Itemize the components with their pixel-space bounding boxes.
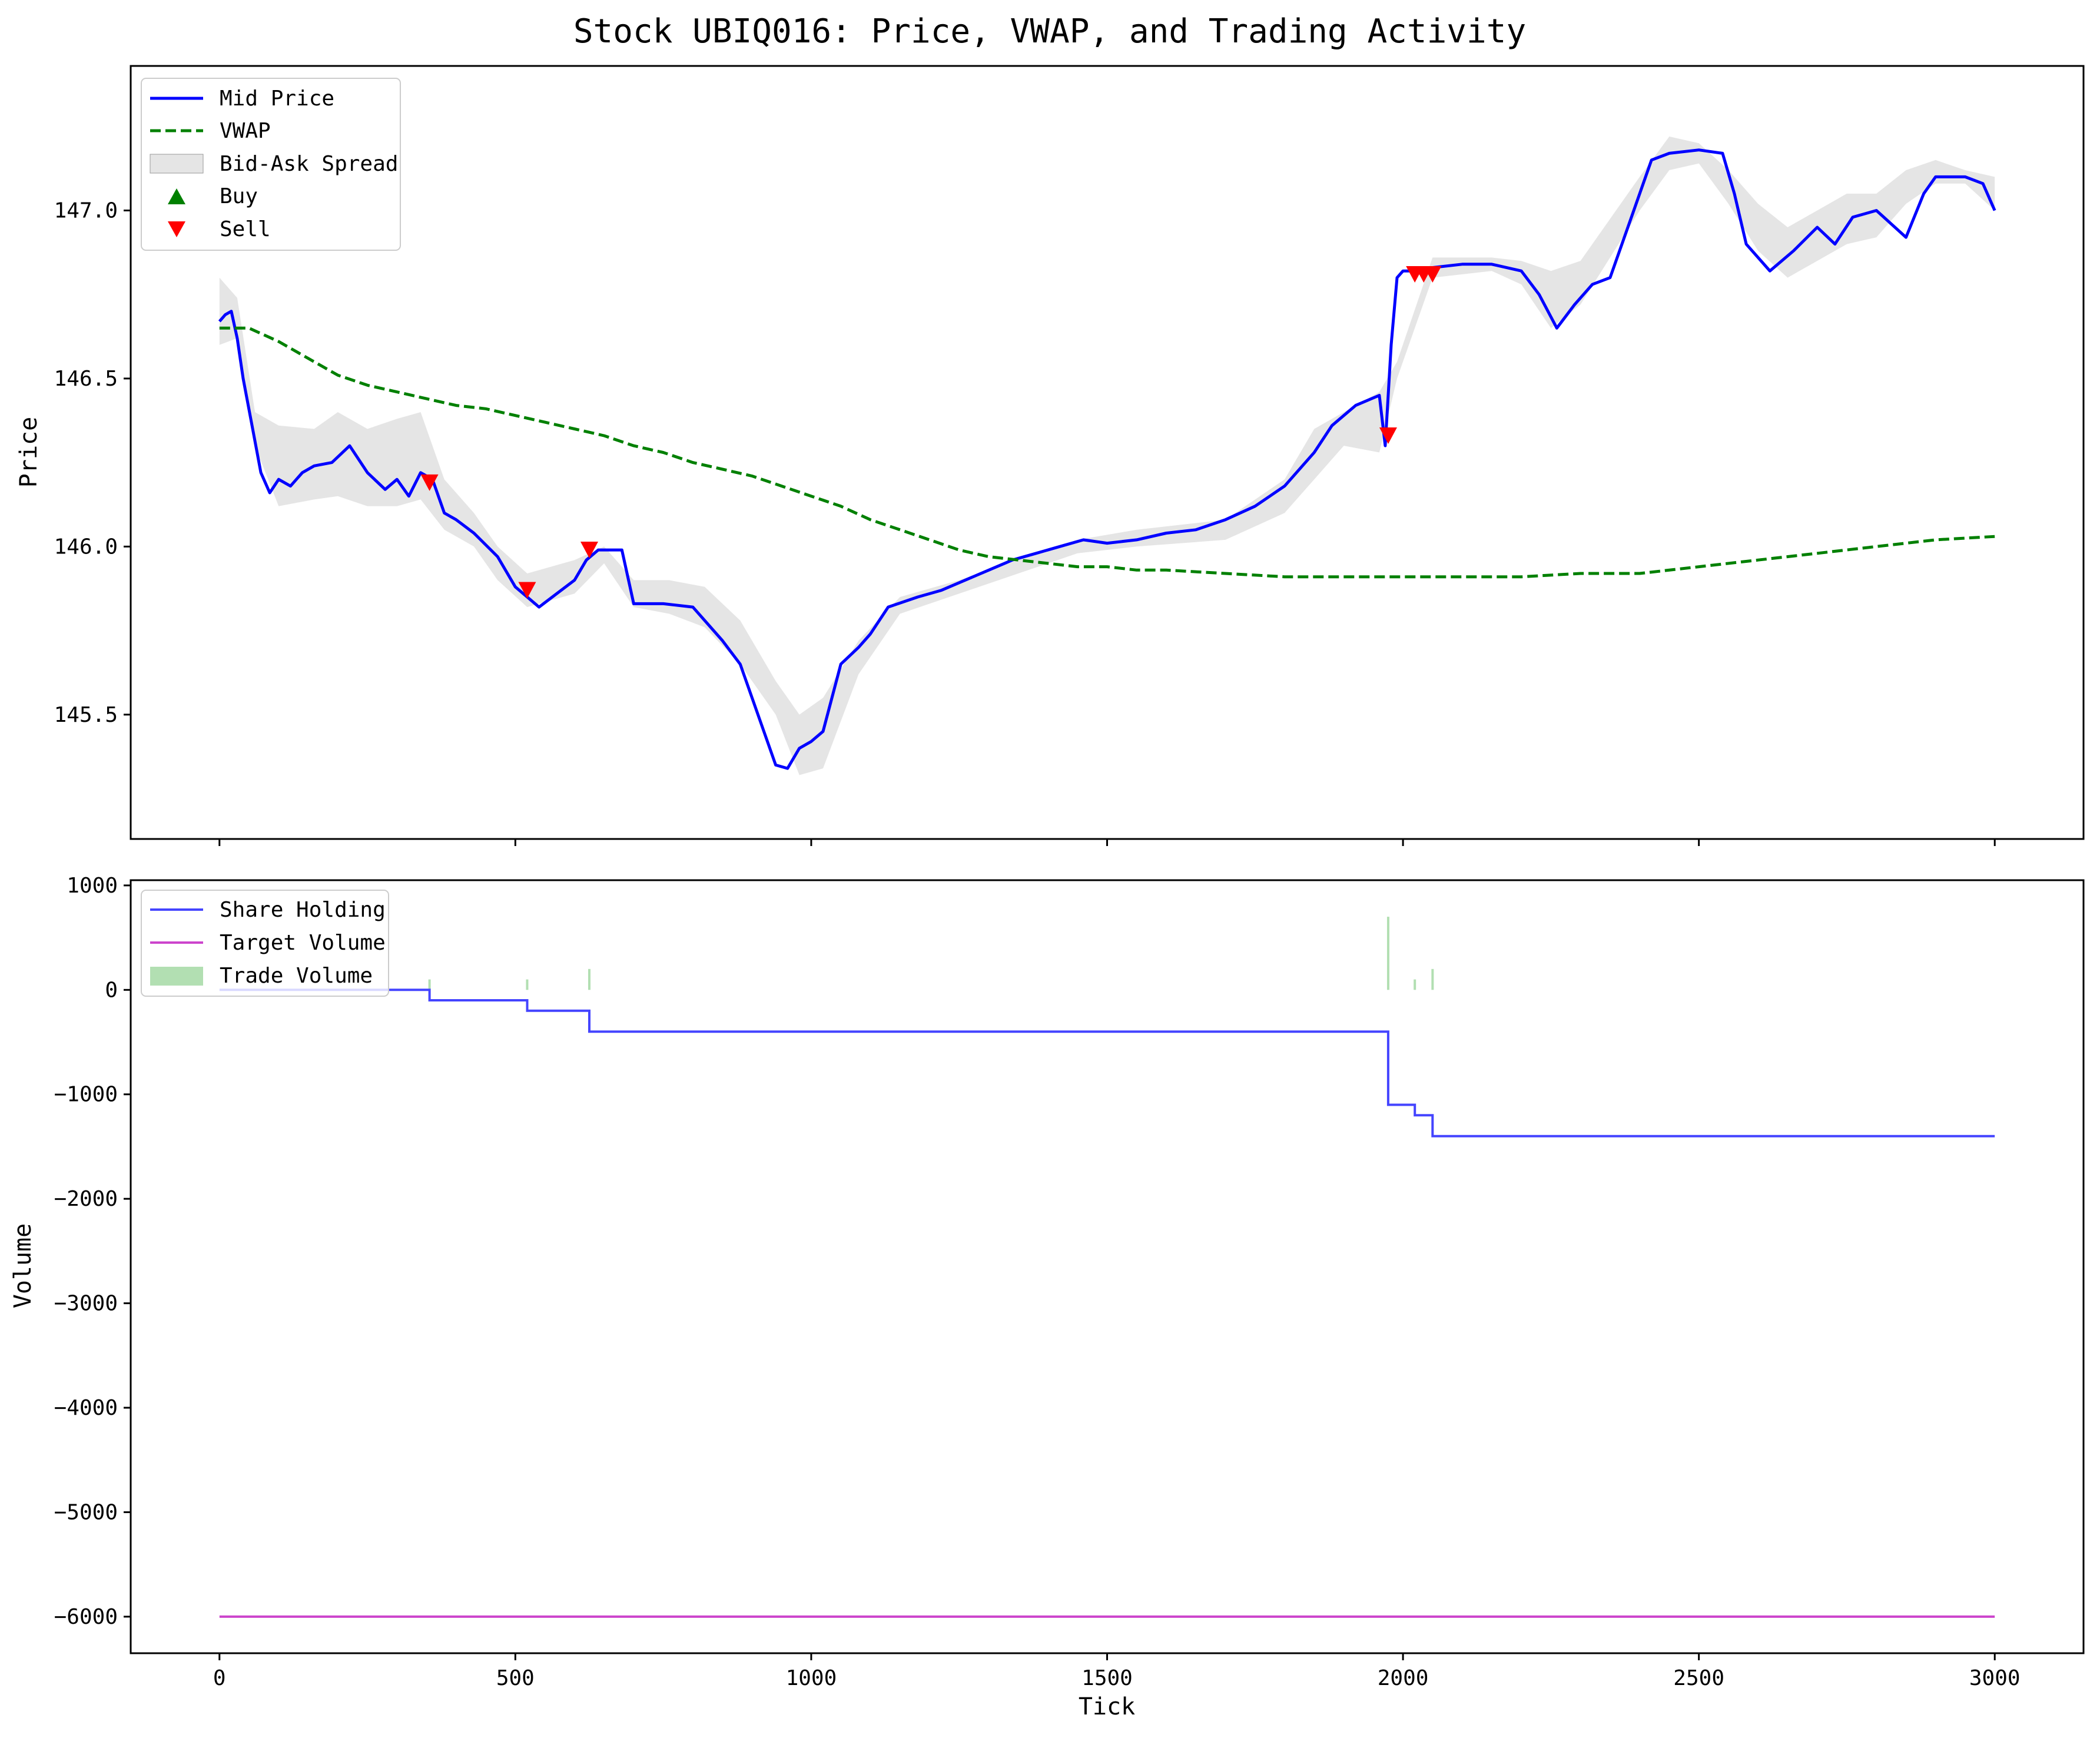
price-legend: Mid Price VWAP Bid-Ask Spread Buy Sell [141,78,401,251]
volume-x-tick-label: 0 [213,1666,226,1690]
sell-marker [518,582,536,599]
price-y-tick-label: 147.0 [54,198,118,223]
legend-spread-swatch [150,154,204,174]
series-line-vwap [219,326,1995,579]
spread-band-area [219,136,1995,775]
volume-plot-frame [130,879,2085,1654]
legend-share-holding: Share Holding [220,898,386,922]
trade-markers [420,266,1442,599]
price-y-tick-label: 145.5 [54,703,118,727]
price-y-tick-label: 146.0 [54,535,118,559]
volume-y-label: Volume [9,1223,37,1309]
legend-vwap: VWAP [220,119,271,143]
volume-y-tick-label: −4000 [54,1396,118,1420]
sell-marker [420,474,439,491]
legend-target-volume: Target Volume [220,931,386,955]
sell-marker [580,542,598,559]
sell-marker [1379,427,1397,444]
trade-volume-bar [428,979,431,990]
trade-volume-bar [526,979,529,990]
volume-y-tick-label: −5000 [54,1500,118,1524]
price-legend-box [141,78,401,251]
legend-buy: Buy [220,184,258,208]
volume-y-tick-label: 1000 [67,874,118,898]
volume-x-tick-label: 3000 [1969,1666,2021,1690]
price-lines [218,148,1996,770]
volume-x-tick-label: 1000 [786,1666,837,1690]
volume-x-label: Tick [1079,1693,1135,1720]
trade-volume-bars [428,917,1434,990]
legend-bid-ask-spread: Bid-Ask Spread [220,152,398,176]
volume-panel: 0 500 1000 1500 2000 2500 3000 1000 0 −1000 −2000… [9,874,2085,1720]
volume-y-tick-label: −2000 [54,1187,118,1211]
volume-y-tick-label: −1000 [54,1083,118,1107]
trade-volume-bar [1414,979,1416,990]
price-panel: 145.5 146.0 146.5 147.0 Price Mid Price VWA… [15,65,2085,846]
volume-y-tick-label: −6000 [54,1605,118,1629]
volume-y-tick-label: 0 [105,978,118,1002]
trade-volume-bar [1386,917,1389,990]
legend-trade-volume: Trade Volume [220,964,373,988]
legend-buy-swatch [168,188,185,204]
volume-y-ticks: 1000 0 −1000 −2000 −3000 −4000 −5000 −6000 [54,874,131,1629]
volume-x-tick-label: 2000 [1378,1666,1429,1690]
series-line-mid-price [218,148,1996,770]
bid-ask-spread-band [219,136,1995,775]
chart-title: Stock UBIQ016: Price, VWAP, and Trading … [573,12,1526,51]
price-y-ticks: 145.5 146.0 146.5 147.0 [54,198,131,727]
volume-x-tick-label: 500 [496,1666,535,1690]
trade-volume-bar [588,968,590,990]
sell-marker [1424,266,1442,283]
legend-trade-volume-swatch [150,967,203,986]
volume-legend: Share Holding Target Volume Trade Volume [141,890,389,997]
volume-y-tick-label: −3000 [54,1292,118,1316]
legend-mid-price: Mid Price [220,87,334,111]
price-y-tick-label: 146.5 [54,367,118,391]
series-line-share-holding [219,989,1995,1137]
price-y-label: Price [15,417,42,487]
trade-volume-bar [1431,968,1434,990]
volume-x-tick-label: 1500 [1081,1666,1133,1690]
legend-sell: Sell [220,217,271,241]
volume-lines [219,989,1995,1618]
volume-x-tick-label: 2500 [1673,1666,1724,1690]
price-x-ticks [218,839,1996,846]
legend-sell-swatch [168,221,185,237]
volume-x-ticks: 0 500 1000 1500 2000 2500 3000 [213,1653,2021,1690]
